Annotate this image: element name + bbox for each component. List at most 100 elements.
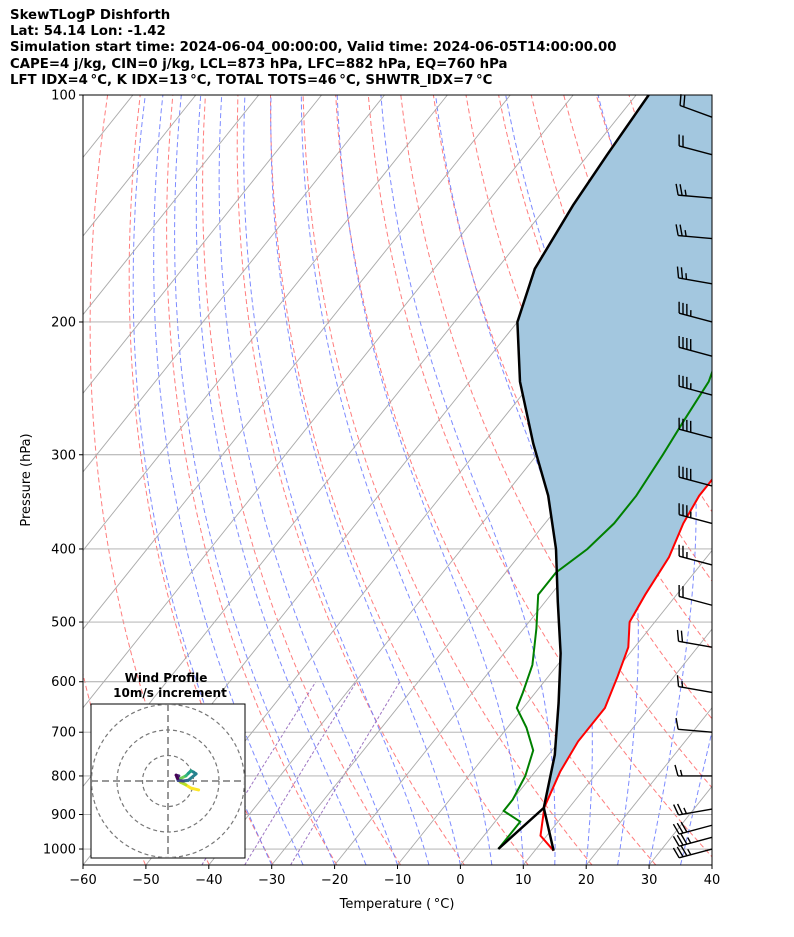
barb-feather bbox=[683, 95, 686, 107]
wind-barb bbox=[672, 833, 713, 847]
chart-header: SkewTLogP Dishforth Lat: 54.14 Lon: -1.4… bbox=[10, 8, 617, 89]
wind-barb bbox=[678, 585, 713, 606]
hodograph-segment bbox=[174, 773, 180, 780]
x-tick-label: −20 bbox=[321, 873, 348, 888]
moist-adiabat bbox=[744, 95, 794, 865]
barb-staff bbox=[678, 476, 713, 487]
moist-adiabat bbox=[218, 95, 398, 865]
barb-feather bbox=[680, 821, 688, 833]
wind-barb bbox=[678, 335, 713, 357]
barb-feather bbox=[675, 717, 679, 730]
barb-feather bbox=[672, 823, 680, 835]
barb-staff bbox=[678, 312, 713, 323]
moist-adiabat bbox=[711, 862, 712, 865]
wind-barb bbox=[678, 374, 713, 396]
barb-half-feather bbox=[684, 230, 687, 237]
isotherm bbox=[522, 628, 712, 865]
y-tick-label: 1000 bbox=[43, 843, 76, 858]
barb-feather bbox=[679, 224, 683, 237]
isotherm bbox=[83, 95, 385, 473]
simulation-times: Simulation start time: 2024-06-04_00:00:… bbox=[10, 40, 617, 56]
isotherm bbox=[208, 235, 712, 865]
wind-barbs bbox=[672, 94, 713, 859]
cape-area bbox=[517, 95, 712, 808]
barb-staff bbox=[678, 194, 713, 199]
barb-staff bbox=[678, 728, 713, 733]
location-coordinates: Lat: 54.14 Lon: -1.42 bbox=[10, 24, 166, 40]
hodograph bbox=[91, 704, 245, 858]
barb-staff bbox=[678, 595, 713, 606]
wind-barb bbox=[678, 503, 713, 525]
wind-barb bbox=[672, 821, 713, 835]
dry-adiabat bbox=[202, 95, 402, 865]
wind-barb bbox=[675, 717, 713, 733]
barb-half-feather bbox=[687, 837, 692, 844]
isotherm bbox=[711, 864, 712, 865]
isotherm bbox=[83, 95, 322, 394]
x-axis-label: Temperature ( °C) bbox=[339, 897, 455, 912]
y-tick-label: 700 bbox=[51, 726, 76, 741]
parcel-surface-line bbox=[542, 807, 555, 851]
moist-adiabat bbox=[270, 95, 461, 865]
dewpoint-line bbox=[497, 369, 712, 850]
barb-feather bbox=[672, 835, 680, 847]
moist-adiabat bbox=[174, 95, 336, 865]
dry-adiabat bbox=[270, 95, 529, 865]
barb-feather bbox=[676, 629, 680, 642]
barb-feather bbox=[680, 845, 688, 857]
x-tick-label: 20 bbox=[578, 873, 595, 888]
wind-barb bbox=[679, 94, 713, 118]
barb-feather bbox=[679, 184, 683, 196]
x-tick-label: −10 bbox=[384, 873, 411, 888]
moist-adiabat bbox=[195, 95, 367, 865]
moist-adiabat bbox=[300, 95, 493, 865]
inset-title: Wind Profile bbox=[125, 671, 208, 685]
barb-staff bbox=[678, 836, 713, 847]
barb-feather bbox=[680, 833, 688, 845]
barb-half-feather bbox=[683, 807, 688, 814]
barb-staff bbox=[678, 428, 713, 439]
dry-adiabat bbox=[727, 95, 794, 865]
isotherm bbox=[83, 95, 260, 316]
parcel-line bbox=[497, 95, 650, 850]
barb-staff bbox=[678, 513, 713, 525]
barb-staff bbox=[678, 555, 713, 566]
stability-indices: LFT IDX=4 °C, K IDX=13 °C, TOTAL TOTS=46… bbox=[10, 72, 493, 88]
wind-barb bbox=[678, 417, 713, 439]
barb-feather bbox=[672, 847, 680, 859]
moist-adiabat bbox=[380, 95, 556, 865]
x-tick-label: 0 bbox=[456, 873, 464, 888]
barb-feather bbox=[675, 183, 679, 196]
barb-staff bbox=[678, 385, 713, 396]
barb-feather bbox=[680, 630, 684, 643]
inset-subtitle: 10m/s increment bbox=[113, 686, 227, 700]
wind-barb bbox=[676, 629, 713, 648]
barb-feather bbox=[676, 822, 684, 834]
barb-feather bbox=[675, 224, 679, 236]
wind-barb bbox=[676, 675, 713, 694]
isotherm bbox=[585, 707, 712, 865]
barb-half-feather bbox=[684, 189, 687, 196]
barb-staff bbox=[678, 346, 713, 357]
station-title: SkewTLogP Dishforth bbox=[10, 8, 171, 23]
x-tick-label: −50 bbox=[132, 873, 159, 888]
barb-staff bbox=[678, 277, 713, 285]
isotherm bbox=[83, 95, 511, 630]
wind-barb bbox=[673, 803, 713, 816]
x-tick-label: −30 bbox=[258, 873, 285, 888]
barb-half-feather bbox=[687, 848, 692, 856]
barb-staff bbox=[678, 848, 713, 859]
mixing-ratio-line bbox=[201, 681, 317, 865]
wind-barb bbox=[676, 266, 713, 285]
moist-adiabat bbox=[336, 95, 524, 865]
wind-barb bbox=[674, 764, 712, 777]
wind-barb bbox=[678, 301, 713, 323]
moist-adiabat bbox=[243, 95, 430, 865]
wind-barb bbox=[675, 224, 713, 240]
barb-staff bbox=[678, 824, 713, 835]
moist-adiabat bbox=[597, 95, 697, 865]
isotherm bbox=[83, 95, 197, 237]
barb-feather bbox=[676, 675, 680, 687]
barb-staff bbox=[679, 104, 713, 118]
